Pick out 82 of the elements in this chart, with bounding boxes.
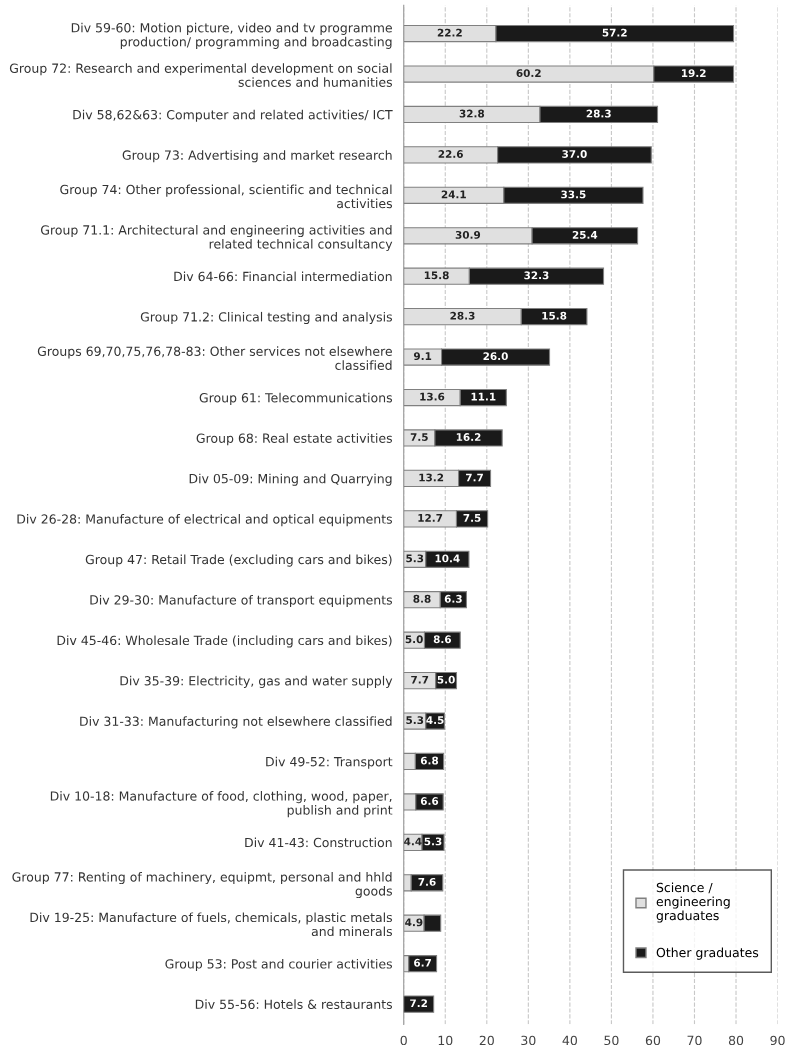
- data-label: 5.0: [405, 635, 423, 644]
- x-tick-label: 0: [400, 1035, 407, 1046]
- data-label: 37.0: [562, 150, 587, 158]
- y-tick-label: Div 10-18: Manufacture of food, clothing, wood, paper, publish and print: [50, 791, 393, 818]
- x-tick-label: 30: [521, 1035, 536, 1046]
- y-tick-label: Div 49-52: Transport: [266, 756, 393, 769]
- data-label: 22.6: [438, 150, 463, 158]
- legend-label: Science / engineering graduates: [656, 882, 730, 923]
- y-tick-label: Group 73: Advertising and market research: [122, 150, 392, 163]
- data-label: 7.7: [411, 675, 429, 684]
- data-label: 26.0: [483, 352, 508, 361]
- y-tick-label: Group 53: Post and courier activities: [165, 958, 393, 972]
- data-label: 7.6: [418, 877, 436, 886]
- x-tick-label: 10: [438, 1035, 453, 1046]
- data-label: 9.1: [413, 352, 432, 361]
- y-tick-label: Group 74: Other professional, scientific and technical activities: [60, 184, 393, 209]
- y-tick-label: Group 47: Retail Trade (excluding cars and bikes): [85, 554, 392, 567]
- data-label: 15.8: [542, 311, 567, 320]
- bar: [403, 995, 435, 1013]
- data-label: 22.2: [437, 28, 462, 37]
- x-tick-label: 70: [687, 1035, 702, 1046]
- data-label: 19.2: [681, 69, 706, 78]
- y-tick-label: Div 64-66: Financial intermediation: [174, 271, 392, 282]
- y-tick-label: Div 05-09: Mining and Quarrying: [189, 473, 392, 486]
- data-label: 32.3: [524, 271, 549, 280]
- y-tick-label: Div 41-43: Construction: [245, 837, 392, 848]
- data-label: 13.6: [420, 392, 445, 401]
- data-label: 6.6: [420, 797, 439, 805]
- y-tick-label: Div 31-33: Manufacturing not elsewhere classified: [80, 716, 392, 729]
- y-tick-label: Div 35-39: Electricity, gas and water supply: [120, 675, 393, 688]
- data-label: 7.5: [463, 514, 481, 522]
- y-tick-label: Group 72: Research and experimental development on social sciences and humanities: [9, 63, 393, 87]
- y-tick-label: Div 58,62&63: Computer and related activities/ ICT: [73, 109, 393, 122]
- x-tick-label: 80: [728, 1035, 744, 1046]
- data-label: 5.3: [424, 837, 442, 846]
- data-label: 28.3: [450, 311, 475, 320]
- x-tick-label: 20: [479, 1035, 494, 1046]
- legend-label: Other graduates: [656, 947, 759, 960]
- data-label: 5.3: [406, 554, 424, 563]
- y-tick-label: Div 45-46: Wholesale Trade (including cars and bikes): [57, 635, 392, 648]
- y-tick-label: Group 71.2: Clinical testing and analysis: [140, 311, 393, 324]
- y-tick-label: Div 55-56: Hotels & restaurants: [195, 999, 393, 1010]
- x-tick-label: 60: [645, 1035, 661, 1046]
- data-label: 7.7: [466, 473, 483, 482]
- data-label: 5.3: [406, 716, 424, 725]
- y-tick-label: Div 29-30: Manufacture of transport equipments: [90, 594, 393, 608]
- data-label: 30.9: [455, 230, 481, 239]
- y-tick-label: Div 26-28: Manufacture of electrical and optical equipments: [17, 514, 393, 527]
- data-label: 6.8: [420, 756, 439, 765]
- x-tick-label: 40: [562, 1035, 577, 1046]
- y-tick-label: Group 77: Renting of machinery, equipmt, personal and hhld goods: [12, 871, 393, 899]
- data-label: 12.7: [418, 513, 443, 522]
- y-tick-label: Groups 69,70,75,76,78-83: Other services not elsewhere classified: [37, 346, 392, 370]
- data-label: 6.3: [444, 594, 462, 603]
- data-label: 24.1: [441, 190, 466, 199]
- data-label: 8.8: [413, 594, 431, 603]
- y-tick-label: Group 61: Telecommunications: [199, 392, 393, 405]
- data-label: 15.8: [424, 271, 449, 280]
- y-tick-label: Group 68: Real estate activities: [196, 433, 393, 446]
- data-label: 6.7: [414, 958, 432, 967]
- data-label: 7.5: [410, 433, 428, 441]
- y-tick-label: Group 71.1: Architectural and engineering activities and related technical consultancy: [40, 224, 393, 252]
- data-label: 25.4: [572, 230, 598, 239]
- data-label: 4.9: [405, 918, 423, 927]
- data-label: 13.2: [419, 473, 444, 482]
- data-label: 4.5: [426, 716, 444, 725]
- data-label: 33.5: [561, 190, 586, 199]
- y-tick-label: Div 59-60: Motion picture, video and tv programme production/ programming and broadcasting: [71, 22, 392, 49]
- data-label: 60.2: [516, 69, 541, 78]
- data-label: 57.2: [602, 28, 627, 37]
- data-label: 8.6: [433, 635, 452, 644]
- data-label: 28.3: [586, 109, 611, 118]
- data-label: 7.2: [410, 999, 428, 1007]
- x-tick-label: 90: [770, 1035, 785, 1046]
- x-tick-label: 50: [604, 1035, 619, 1046]
- data-label: 16.2: [456, 433, 481, 441]
- data-label: 5.0: [437, 675, 455, 684]
- data-label: 4.4: [404, 837, 422, 846]
- y-tick-label: Div 19-25: Manufacture of fuels, chemicals, plastic metals and minerals: [30, 912, 393, 937]
- data-label: 11.1: [471, 392, 496, 401]
- data-label: 10.4: [435, 554, 460, 563]
- data-label: 32.8: [459, 109, 485, 118]
